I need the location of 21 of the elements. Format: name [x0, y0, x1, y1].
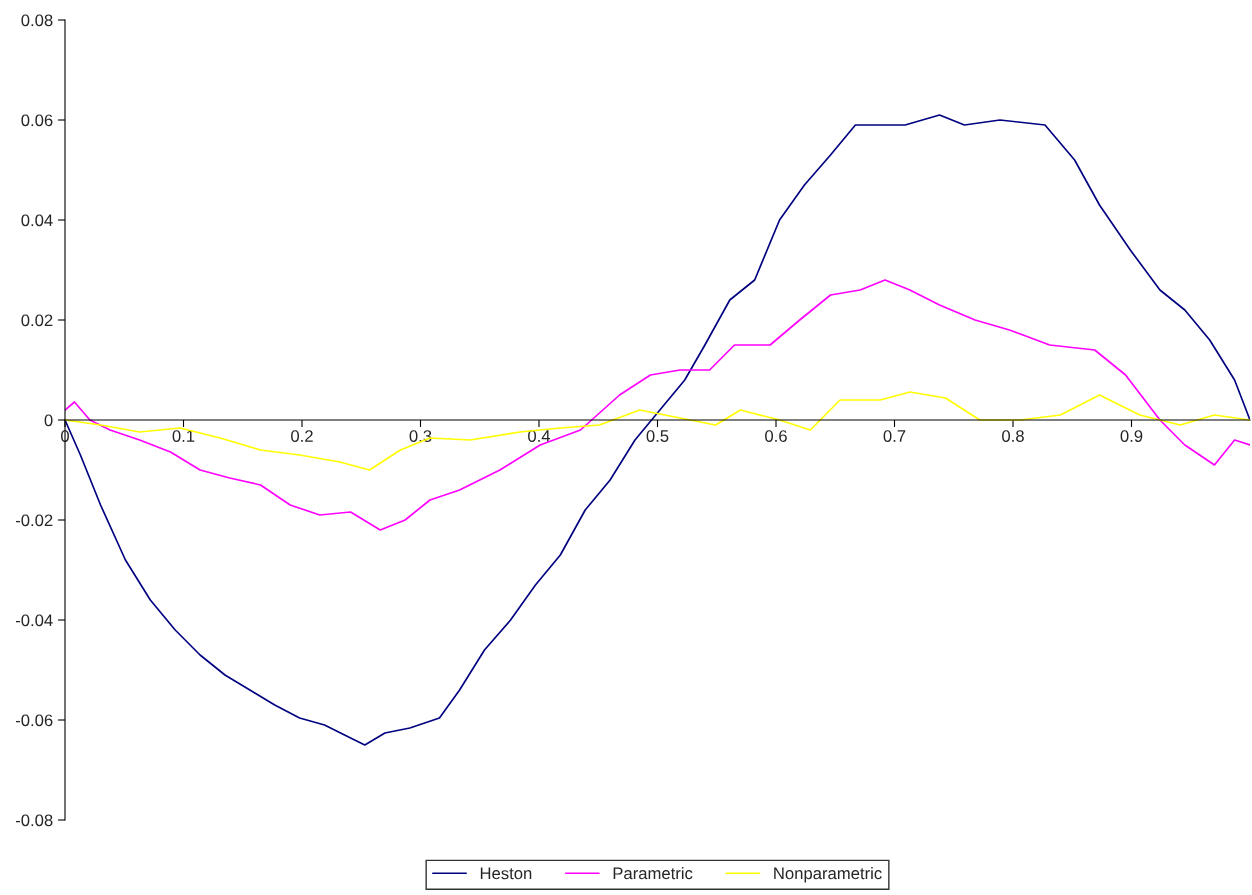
- y-tick-label: 0.06: [21, 114, 53, 127]
- y-tick-label: -0.02: [15, 514, 53, 527]
- y-tick-label: 0.08: [21, 14, 53, 27]
- x-tick-label: 0.1: [172, 430, 195, 442]
- y-tick-label: 0.02: [21, 314, 53, 327]
- legend-label: Parametric: [613, 867, 693, 880]
- y-tick-label: 0: [44, 414, 53, 427]
- x-tick-label: 0.5: [646, 430, 669, 442]
- x-tick-label: 0.8: [1002, 430, 1024, 442]
- y-tick-label: -0.04: [15, 614, 53, 627]
- legend-label: Nonparametric: [774, 867, 882, 883]
- x-tick-label: 0.3: [409, 430, 432, 442]
- y-tick-label: -0.06: [15, 714, 53, 727]
- x-tick-label: 0.7: [883, 430, 906, 442]
- x-tick-label: 0.4: [528, 430, 551, 442]
- y-tick-label: 0.04: [21, 214, 53, 227]
- x-tick-label: 0.9: [1120, 430, 1143, 442]
- x-tick-label: 0.6: [765, 430, 787, 442]
- legend-label: Heston: [480, 867, 532, 880]
- y-tick-label: -0.08: [15, 814, 53, 827]
- x-tick-label: 0.2: [291, 430, 313, 442]
